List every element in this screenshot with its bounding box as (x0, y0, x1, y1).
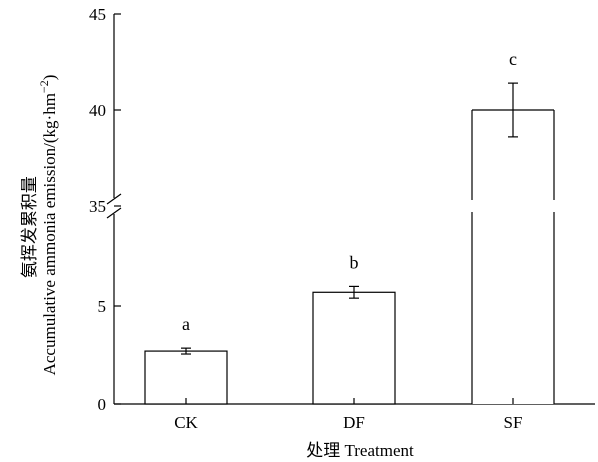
x-axis-title: 处理 Treatment (306, 441, 414, 460)
x-tick-labels: CK DF SF (174, 398, 522, 432)
x-tick-label-ck: CK (174, 413, 198, 432)
bar-sf-fill (472, 110, 554, 404)
y-tick-label: 5 (98, 297, 107, 316)
y-tick-label: 45 (89, 5, 106, 24)
y-axis-title-main: Accumulative ammonia emission/(kg·hm (40, 93, 59, 375)
bar-df (312, 291, 396, 405)
axis-break-mark-upper (106, 193, 122, 205)
x-tick-label-sf: SF (504, 413, 523, 432)
x-tick-label-df: DF (343, 413, 365, 432)
y-axis-title-close: ) (40, 75, 59, 81)
significance-letter-df: b (350, 252, 359, 272)
y-axis-title-en: Accumulative ammonia emission/(kg·hm−2) (37, 75, 59, 376)
significance-letter-sf: c (509, 49, 517, 69)
bars: a b c (144, 49, 555, 405)
significance-letter-ck: a (182, 314, 190, 334)
y-tick-label: 0 (98, 395, 107, 414)
bar-ck (144, 350, 228, 405)
y-axis-title-cn: 氨挥发累积量 (20, 176, 39, 278)
axis-break-mark-lower (106, 207, 122, 219)
y-axis-title-exponent: −2 (37, 80, 51, 93)
y-tick-label: 40 (89, 101, 106, 120)
y-ticks: 0 5 35 40 45 (89, 5, 121, 414)
y-axis-title: 氨挥发累积量 Accumulative ammonia emission/(kg… (20, 75, 59, 376)
y-tick-label: 35 (89, 197, 106, 216)
